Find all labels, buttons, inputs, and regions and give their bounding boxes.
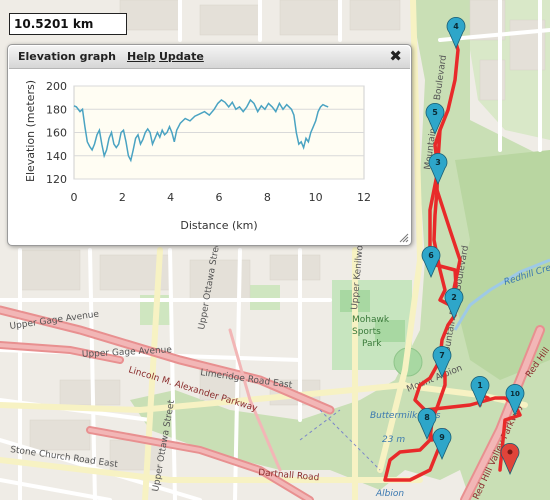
x-tick-label: 2 <box>119 191 126 204</box>
help-link[interactable]: Help <box>127 50 156 63</box>
redhill-valley-park <box>455 150 550 380</box>
highways <box>0 305 545 500</box>
y-tick-label: 180 <box>46 103 67 116</box>
marker-label: 2 <box>451 293 457 302</box>
elevation-graph-panel[interactable]: Elevation graph Help Update ✖ 120 140 160 1… <box>7 44 412 246</box>
marker-label: 3 <box>435 158 441 167</box>
marker-pin-icon <box>432 346 452 378</box>
y-tick-label: 120 <box>46 173 67 186</box>
street-label-upper-gage-2: Upper Gage Avenue <box>82 345 173 360</box>
albion-label: Albion <box>375 489 404 499</box>
x-tick-label: 6 <box>216 191 223 204</box>
marker-pin-icon <box>444 288 464 320</box>
y-tick-label: 160 <box>46 127 67 140</box>
close-icon[interactable]: ✖ <box>389 47 402 65</box>
x-tick-label: 12 <box>357 191 371 204</box>
marker-pin-icon <box>446 17 466 49</box>
park-west <box>250 285 280 310</box>
x-tick-label: 4 <box>167 191 174 204</box>
route-marker-pin[interactable]: 6 <box>421 246 441 278</box>
chart-grid <box>74 85 364 180</box>
resize-grip-icon[interactable] <box>399 233 409 243</box>
marker-label: 5 <box>432 108 438 117</box>
route-marker-pin[interactable]: 2 <box>444 288 464 320</box>
marker-label: 8 <box>424 413 430 422</box>
redhill-creek-water <box>453 258 550 331</box>
panel-title: Elevation graph <box>18 50 117 63</box>
panel-header[interactable]: Elevation graph Help Update ✖ <box>9 46 410 69</box>
marker-label: 10 <box>510 390 520 398</box>
marker-pin-icon <box>428 153 448 185</box>
route-marker-pin[interactable]: 4 <box>446 17 466 49</box>
route-marker-pin[interactable]: 10 <box>505 384 525 416</box>
waterfall-label: Buttermilk Falls <box>370 411 441 421</box>
marker-pin-icon <box>500 443 520 475</box>
marker-dot <box>507 449 513 455</box>
x-tick-label: 0 <box>71 191 78 204</box>
marker-pin-icon <box>432 428 452 460</box>
elevation-series-line <box>73 98 329 163</box>
route-marker-pin[interactable] <box>500 443 520 475</box>
marker-label: 1 <box>477 381 483 390</box>
park-label-mohawk-1: Mohawk <box>352 315 390 325</box>
x-axis-label: Distance (km) <box>180 219 257 232</box>
route-marker-pin[interactable]: 5 <box>425 103 445 135</box>
y-tick-label: 200 <box>46 80 67 93</box>
marker-pin-icon <box>425 103 445 135</box>
route-marker-pin[interactable]: 1 <box>470 376 490 408</box>
x-tick-labels: 0 2 4 6 8 10 12 <box>71 191 372 204</box>
marker-label: 6 <box>428 251 434 260</box>
marker-pin-icon <box>505 384 525 416</box>
x-tick-label: 10 <box>309 191 323 204</box>
y-tick-labels: 120 140 160 180 200 <box>46 80 67 186</box>
y-tick-label: 140 <box>46 150 67 163</box>
y-axis-label: Elevation (meters) <box>24 80 37 182</box>
distance-readout: 10.5201 km <box>9 13 127 35</box>
park-label-mohawk-2: Sports <box>352 327 381 337</box>
marker-label: 4 <box>453 22 459 31</box>
route-marker-pin[interactable]: 7 <box>432 346 452 378</box>
marker-pin-icon <box>470 376 490 408</box>
x-tick-label: 8 <box>264 191 271 204</box>
waterfall-height: 23 m <box>382 435 405 445</box>
sports-field-2 <box>375 320 405 342</box>
route-marker-pin[interactable]: 9 <box>432 428 452 460</box>
route-marker-pin[interactable]: 3 <box>428 153 448 185</box>
marker-pin-icon <box>417 408 437 440</box>
dashed-boundary <box>299 409 381 471</box>
marker-label: 7 <box>439 351 445 360</box>
route-marker-pin[interactable]: 8 <box>417 408 437 440</box>
marker-label: 9 <box>439 433 445 442</box>
update-link[interactable]: Update <box>159 50 204 63</box>
park-label-mohawk-3: Park <box>362 339 382 349</box>
route-markers: 4 5 3 6 2 7 1 10 8 9 <box>417 17 525 475</box>
marker-pin-icon <box>421 246 441 278</box>
